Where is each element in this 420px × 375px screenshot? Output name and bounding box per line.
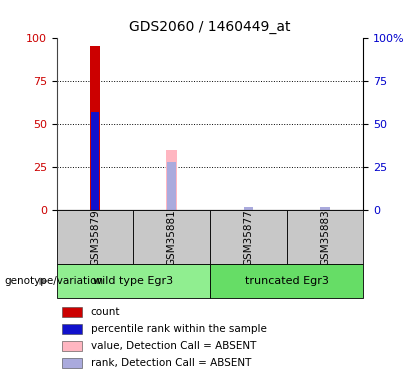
- Text: value, Detection Call = ABSENT: value, Detection Call = ABSENT: [91, 341, 256, 351]
- Bar: [320, 207, 330, 210]
- Bar: [134, 210, 210, 264]
- Text: rank, Detection Call = ABSENT: rank, Detection Call = ABSENT: [91, 358, 251, 368]
- Text: GSM35883: GSM35883: [320, 209, 330, 266]
- Bar: [57, 264, 210, 298]
- Text: count: count: [91, 307, 120, 317]
- Bar: [167, 162, 176, 210]
- Bar: [210, 210, 286, 264]
- Bar: [57, 210, 134, 264]
- Text: wild type Egr3: wild type Egr3: [93, 276, 173, 286]
- Title: GDS2060 / 1460449_at: GDS2060 / 1460449_at: [129, 20, 291, 34]
- Bar: [62, 324, 82, 334]
- Bar: [210, 264, 363, 298]
- Bar: [244, 207, 253, 210]
- Text: GSM35879: GSM35879: [90, 209, 100, 266]
- Bar: [91, 112, 99, 210]
- Bar: [62, 341, 82, 351]
- Bar: [90, 46, 100, 210]
- Text: truncated Egr3: truncated Egr3: [245, 276, 328, 286]
- Text: percentile rank within the sample: percentile rank within the sample: [91, 324, 266, 334]
- Bar: [287, 210, 363, 264]
- Text: genotype/variation: genotype/variation: [4, 276, 103, 286]
- Bar: [166, 150, 177, 210]
- Text: GSM35881: GSM35881: [167, 209, 177, 266]
- Text: GSM35877: GSM35877: [243, 209, 253, 266]
- Bar: [62, 308, 82, 317]
- Bar: [62, 358, 82, 368]
